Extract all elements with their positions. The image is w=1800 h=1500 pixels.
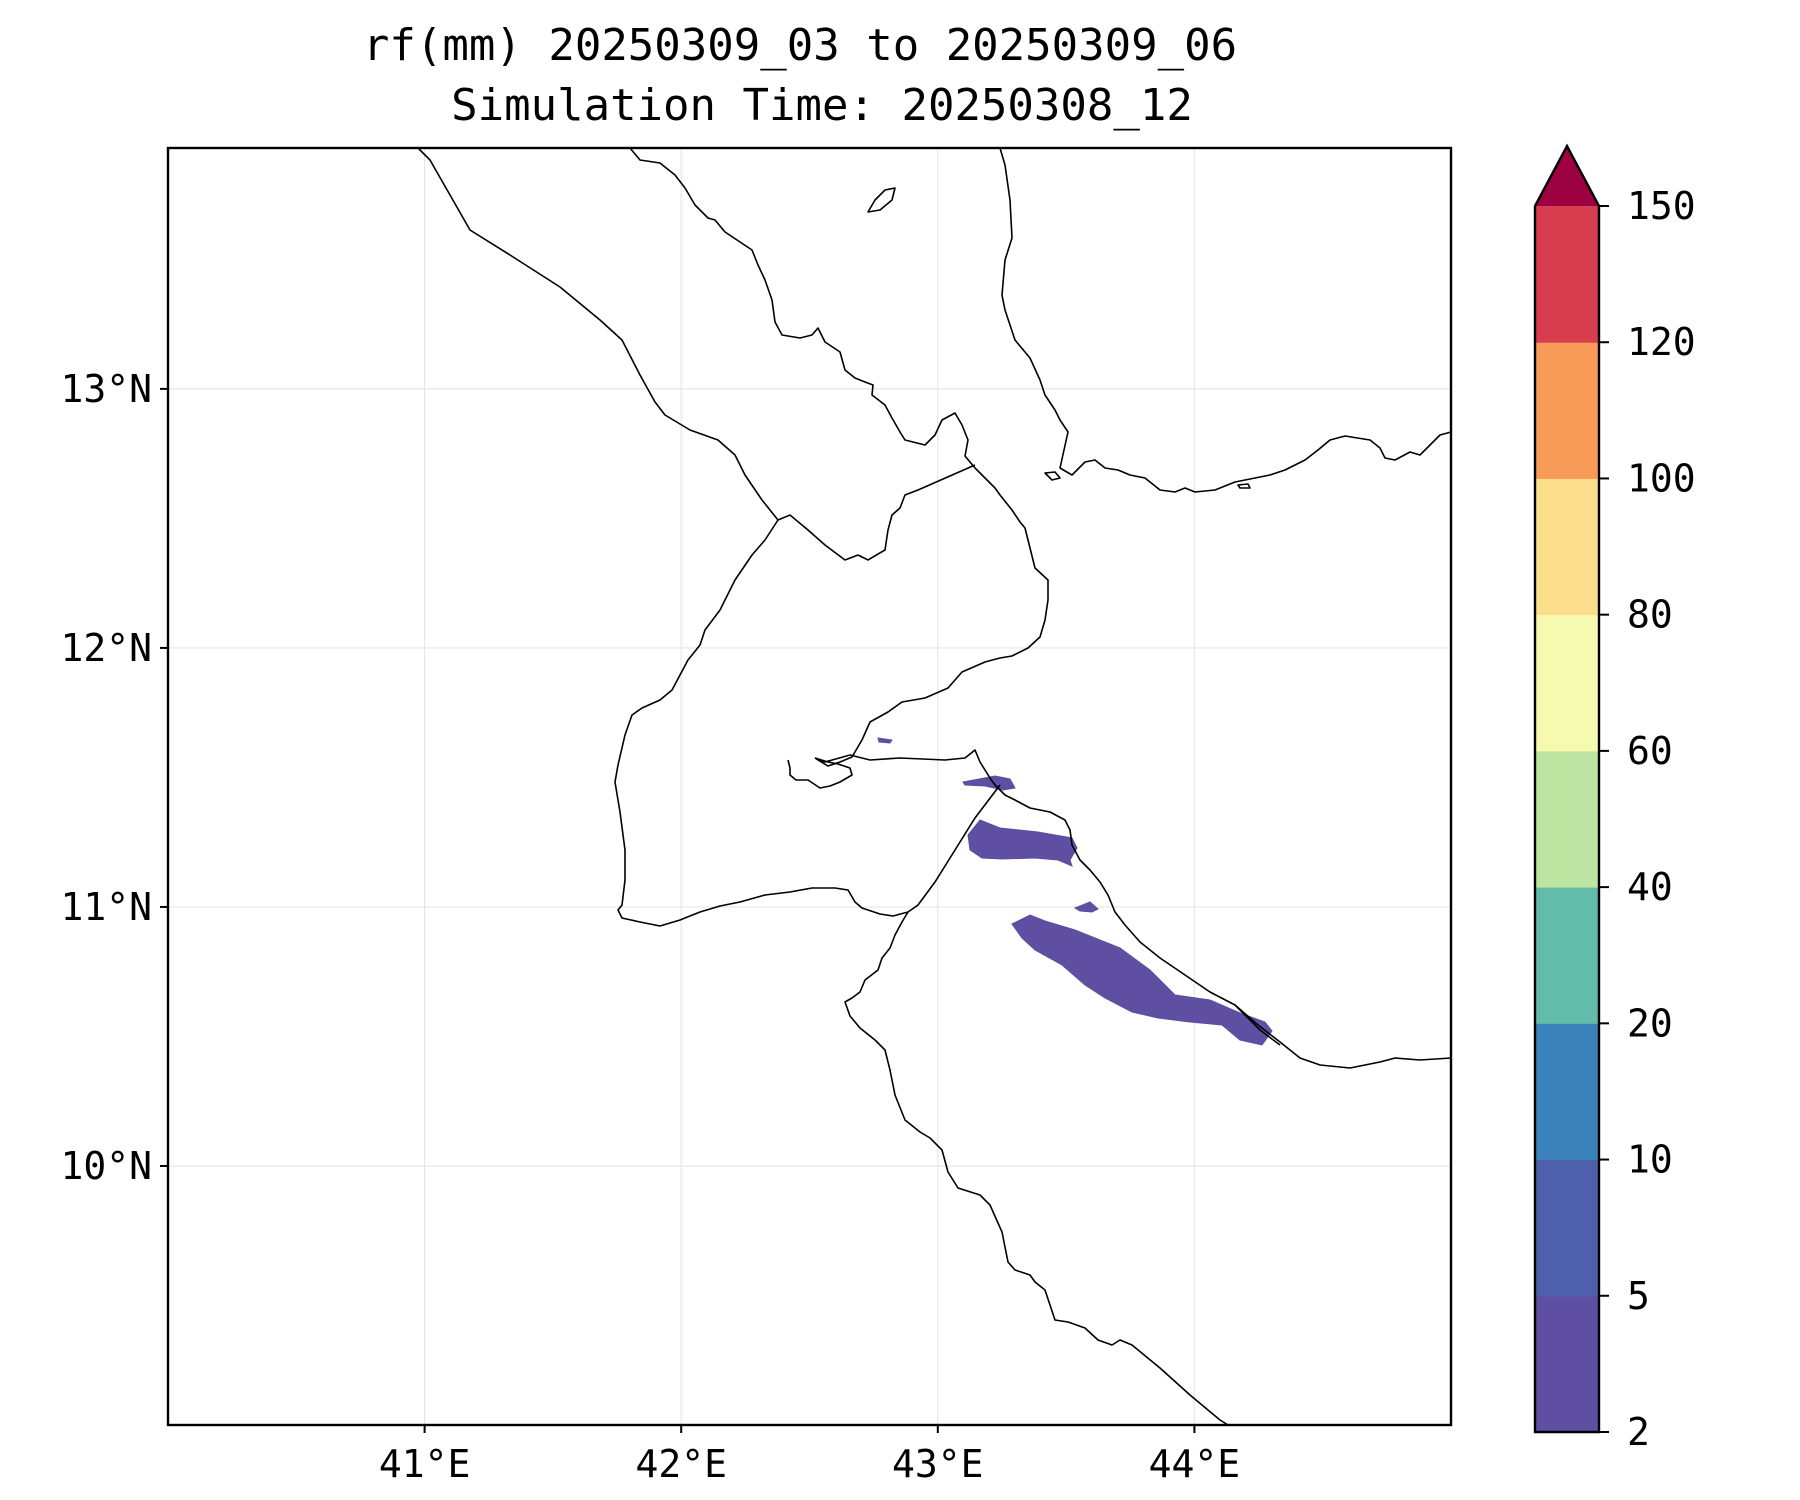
x-tick-label: 41°E [379,1442,471,1486]
y-tick-label: 10°N [60,1144,152,1188]
colorbar: 2 5 10 20 40 60 80 100 120 150 [1533,143,1696,1454]
border-ethiopia-djibouti-north [777,514,859,561]
map-background [168,148,1451,1425]
rain-area-3 [1011,914,1273,1046]
colorbar-segment [1535,206,1599,343]
island-small-2 [1237,483,1251,489]
colorbar-tick-label: 10 [1627,1138,1673,1182]
colorbar-tick-label: 100 [1627,456,1696,500]
map-ticks: 41°E 42°E 43°E 44°E 13°N 12°N 11°N 10°N [60,367,1240,1486]
colorbar-extend-arrow [1535,146,1599,206]
coastline-djibouti-gulf [814,749,1452,1069]
coastline-djibouti-west [787,757,853,789]
rain-area-4 [877,737,893,744]
colorbar-tick-label: 40 [1627,865,1673,909]
colorbar-segment [1535,750,1599,888]
colorbar-segment [1535,1023,1599,1161]
coastline-eritrea-ethiopia [417,147,779,521]
colorbar-segment [1535,1295,1599,1433]
rain-area-5 [1073,901,1099,913]
island-dahlak [867,187,896,213]
island-small-1 [1044,471,1061,481]
coastline-eritrea-east [629,147,1049,767]
figure-title-line2: Simulation Time: 20250308_12 [451,80,1193,131]
colorbar-tick-label: 60 [1627,729,1673,773]
rain-area-2 [967,819,1078,867]
y-tick-label: 13°N [60,367,152,411]
map-frame [166,146,1453,1427]
x-tick-label: 44°E [1149,1442,1241,1486]
y-tick-label: 12°N [60,626,152,670]
border-eritrea-djibouti [857,464,976,561]
rain-area-1 [962,775,1016,791]
colorbar-tick-label: 120 [1627,320,1696,364]
colorbar-tick-label: 80 [1627,593,1673,637]
colorbar-outline [1533,143,1601,1434]
map-plot-area: 41°E 42°E 43°E 44°E 13°N 12°N 11°N 10°N [60,146,1453,1486]
colorbar-segment [1535,478,1599,616]
x-tick-label: 43°E [892,1442,984,1486]
coastline-somalia [844,911,1229,1426]
y-tick-label: 11°N [60,885,152,929]
colorbar-segment [1535,342,1599,479]
x-tick-label: 42°E [635,1442,727,1486]
colorbar-tick-label: 20 [1627,1001,1673,1045]
coastline-yemen [999,147,1452,493]
colorbar-tick-label: 5 [1627,1274,1650,1318]
colorbar-segment [1535,887,1599,1024]
rainfall-areas [877,737,1273,1046]
figure-title-line1: rf(mm) 20250309_03 to 20250309_06 [363,20,1237,71]
coastlines [417,147,1452,1426]
border-djibouti-somalia [907,784,1001,913]
borders [777,464,1281,1046]
border-somalia-somaliland [1234,1004,1281,1046]
colorbar-tick-label: 2 [1627,1410,1650,1454]
colorbar-segment [1535,614,1599,752]
colorbar-segment [1535,1159,1599,1297]
gridlines [168,148,1451,1425]
coastline-inland [614,519,909,927]
colorbar-tick-label: 150 [1627,184,1696,228]
